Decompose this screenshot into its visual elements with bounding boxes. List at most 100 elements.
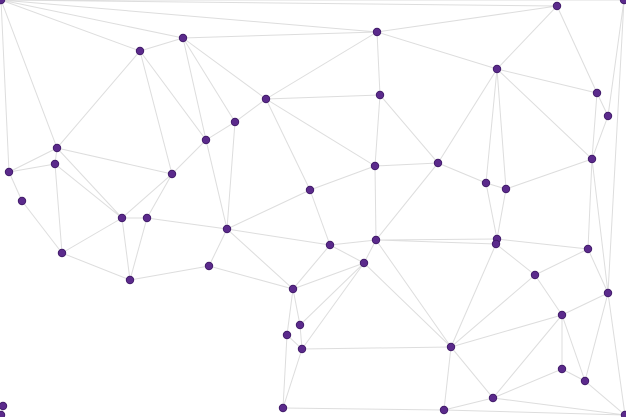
edge [437,68,498,164]
edge [607,292,626,416]
graph-node [295,320,305,330]
graph-node [603,111,613,121]
edge [182,31,378,39]
edge [485,68,498,184]
edge [61,252,131,281]
edge [56,50,141,149]
graph-node [370,161,380,171]
graph-node [620,410,626,417]
edge [496,238,589,250]
graph-node [481,178,491,188]
edge [21,200,63,254]
edge [584,292,609,382]
edge [0,0,141,52]
edge [146,217,228,230]
edge [505,158,593,190]
edge [226,228,294,290]
graph-node [230,117,240,127]
graph-node [17,196,27,206]
edge [226,228,331,246]
graph-node [488,393,498,403]
graph-node [492,64,502,74]
graph-node [433,158,443,168]
edge [265,98,376,167]
edge [56,147,173,175]
edge [292,288,301,326]
edge [54,163,63,254]
edge [584,380,626,416]
edge [0,0,558,7]
graph-node [552,1,562,11]
graph-node [167,169,177,179]
edge [375,239,497,245]
edge [286,288,294,336]
graph-node [125,275,135,285]
graph-node [305,185,315,195]
edge [561,314,586,382]
graph-node [587,154,597,164]
edge [607,0,625,117]
edge [265,31,378,100]
graph-node [557,310,567,320]
edge [292,244,331,290]
graph-node [439,405,449,415]
edge [282,407,445,411]
edge [363,262,452,348]
edge [0,0,58,149]
edge [375,162,439,241]
graph-node [297,344,307,354]
edge [534,248,589,276]
graph-node [371,235,381,245]
graph-node [135,46,145,56]
edge [556,5,598,94]
graph-node [261,94,271,104]
graph-node [0,401,8,411]
graph-node [325,240,335,250]
edge [587,158,593,250]
graph-node [501,184,511,194]
edge [496,5,558,70]
edge [139,37,184,52]
edge [375,239,452,348]
edge [561,368,586,382]
graph-node [375,90,385,100]
edge [596,92,609,117]
edge [496,68,593,160]
edge [329,239,377,246]
edge [0,0,184,39]
edge [496,68,598,94]
edge [591,158,609,294]
edge [8,163,56,173]
graph-node [583,244,593,254]
graph-node [288,284,298,294]
graph-node [557,364,567,374]
edge [121,173,173,219]
graph-node [204,261,214,271]
edge [129,265,210,281]
edge [495,243,536,276]
edge [8,147,58,173]
graph-node [52,143,62,153]
edge [561,292,609,316]
edge [591,92,598,160]
edge [329,244,365,264]
edge [139,50,173,175]
edge [379,94,439,164]
graph-node [592,88,602,98]
edge [205,139,228,230]
edge [205,121,236,141]
graph-node [619,0,626,5]
edge [450,274,536,348]
edge [496,68,507,190]
edge [0,0,378,33]
edge [376,31,498,70]
edge [374,162,439,167]
edge [587,248,609,294]
edge [226,121,236,230]
graph-node [282,330,292,340]
edge [61,217,123,254]
edge [139,50,207,141]
graph-node [372,27,382,37]
edge [450,243,497,348]
